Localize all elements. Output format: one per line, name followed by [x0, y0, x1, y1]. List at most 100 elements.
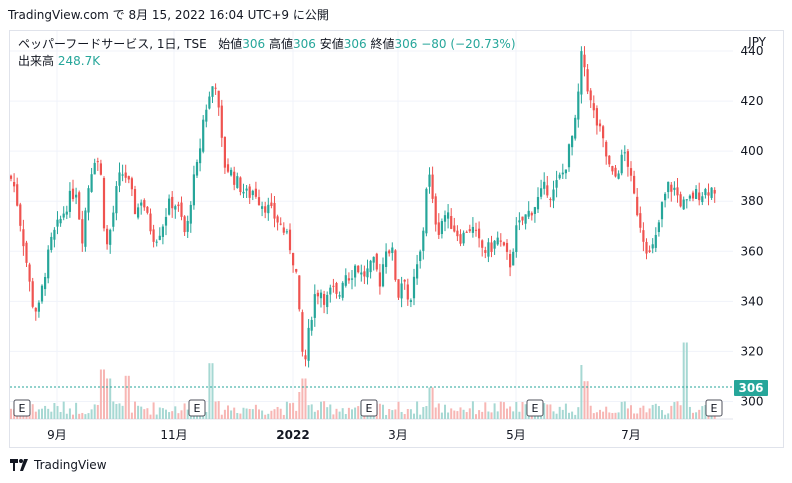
- time-axis[interactable]: 9月 11月 2022 3月 5月 7月: [47, 428, 641, 442]
- earnings-marker-label: E: [19, 402, 26, 415]
- volume-bar: [130, 412, 133, 419]
- volume-legend: 出来高 248.7K: [18, 52, 100, 69]
- candle-body: [567, 144, 571, 168]
- candle-body: [332, 285, 335, 287]
- volume-bar: [211, 363, 214, 419]
- volume-bar: [236, 412, 239, 419]
- volume-bar: [93, 404, 96, 419]
- candle-body: [276, 216, 279, 223]
- chart-svg[interactable]: E E E E E 300 320 340 360 380 400 420 440 9月 11月 2022…: [10, 31, 785, 449]
- candlesticks[interactable]: [10, 46, 716, 368]
- volume-bar: [109, 378, 112, 419]
- candle-body: [688, 195, 691, 199]
- volume-bar: [403, 414, 406, 419]
- candle-body: [211, 86, 214, 97]
- candle-body: [521, 216, 524, 221]
- volume-bar: [121, 405, 124, 419]
- candle-body: [50, 236, 53, 250]
- candle-body: [10, 175, 13, 179]
- candle-body: [425, 188, 428, 234]
- candle-body: [369, 260, 372, 273]
- candle-body: [16, 184, 19, 206]
- volume-bar: [137, 405, 140, 419]
- volume-bar: [171, 411, 174, 419]
- candle-body: [177, 204, 180, 207]
- volume-bar: [10, 408, 12, 419]
- candle-body: [639, 213, 642, 228]
- candle-body: [695, 189, 698, 200]
- candle-body: [577, 91, 580, 120]
- volume-bar: [440, 412, 443, 419]
- candle-body: [347, 278, 350, 281]
- currency-label: JPY: [748, 35, 766, 49]
- volume-bar: [682, 342, 685, 419]
- price-tick-label: 380: [741, 194, 764, 208]
- candle-body: [313, 294, 316, 318]
- candle-body: [456, 230, 459, 237]
- ohlc-legend: ペッパーフードサービス, 1日, TSE 始値306 高値306 安値306 終…: [18, 35, 516, 52]
- candle-body: [121, 174, 124, 176]
- candle-body: [65, 211, 68, 215]
- candle-body: [533, 207, 536, 214]
- volume-bar: [310, 404, 313, 419]
- candle-body: [202, 119, 205, 152]
- earnings-marker: [526, 399, 544, 417]
- candle-body: [152, 229, 155, 242]
- volume-bar: [394, 409, 397, 419]
- volume-bar: [561, 409, 564, 419]
- volume-bar: [149, 414, 152, 419]
- volume-bar: [645, 412, 648, 419]
- candle-body: [518, 220, 521, 223]
- candle-body: [670, 184, 673, 192]
- volume-bar: [276, 406, 279, 419]
- candle-body: [127, 176, 130, 180]
- candle-body: [226, 164, 230, 172]
- chart-pane[interactable]: E E E E E 300 320 340 360 380 400 420 440 9月 11月 2022…: [9, 30, 784, 448]
- footer-brand[interactable]: TradingView: [10, 458, 107, 472]
- candle-body: [323, 293, 326, 305]
- candle-body: [217, 90, 220, 108]
- volume-bar: [261, 410, 264, 419]
- volume-bar: [521, 402, 524, 419]
- volume-bar: [688, 406, 691, 419]
- footer-brand-label: TradingView: [34, 458, 107, 472]
- volume-bar: [267, 413, 270, 419]
- volume-bar: [679, 405, 682, 419]
- volume-bar: [592, 413, 595, 419]
- candle-body: [357, 265, 360, 273]
- volume-bar: [326, 407, 329, 419]
- volume-bar: [332, 414, 335, 419]
- candle-body: [168, 198, 171, 215]
- volume-bar: [515, 401, 518, 419]
- candle-body: [614, 167, 617, 177]
- volume-value: 248.7K: [57, 54, 101, 68]
- volume-bar: [382, 404, 384, 419]
- candle-body: [223, 136, 226, 168]
- volume-bar: [459, 407, 462, 419]
- volume-bar: [670, 405, 673, 419]
- volume-bar: [524, 404, 527, 419]
- volume-bar: [651, 404, 654, 419]
- volume-bar: [316, 410, 319, 419]
- volume-bar: [626, 408, 629, 419]
- candle-body: [335, 283, 338, 294]
- candle-body: [47, 249, 50, 279]
- candle-body: [406, 284, 409, 300]
- volume-bar: [186, 409, 189, 419]
- candle-body: [589, 90, 592, 101]
- volume-bar: [78, 413, 81, 419]
- candle-body: [530, 212, 533, 216]
- volume-bar: [574, 414, 577, 419]
- price-axis[interactable]: 300 320 340 360 380 400 420 440: [741, 44, 764, 408]
- candle-body: [329, 287, 332, 295]
- volume-bar: [595, 412, 598, 419]
- volume-bar: [168, 412, 171, 419]
- candle-body: [592, 103, 595, 111]
- candle-body: [261, 206, 264, 209]
- candle-body: [679, 194, 682, 207]
- candle-body: [350, 278, 354, 280]
- candle-body: [143, 200, 146, 208]
- candle-body: [546, 185, 549, 196]
- candle-body: [620, 154, 623, 174]
